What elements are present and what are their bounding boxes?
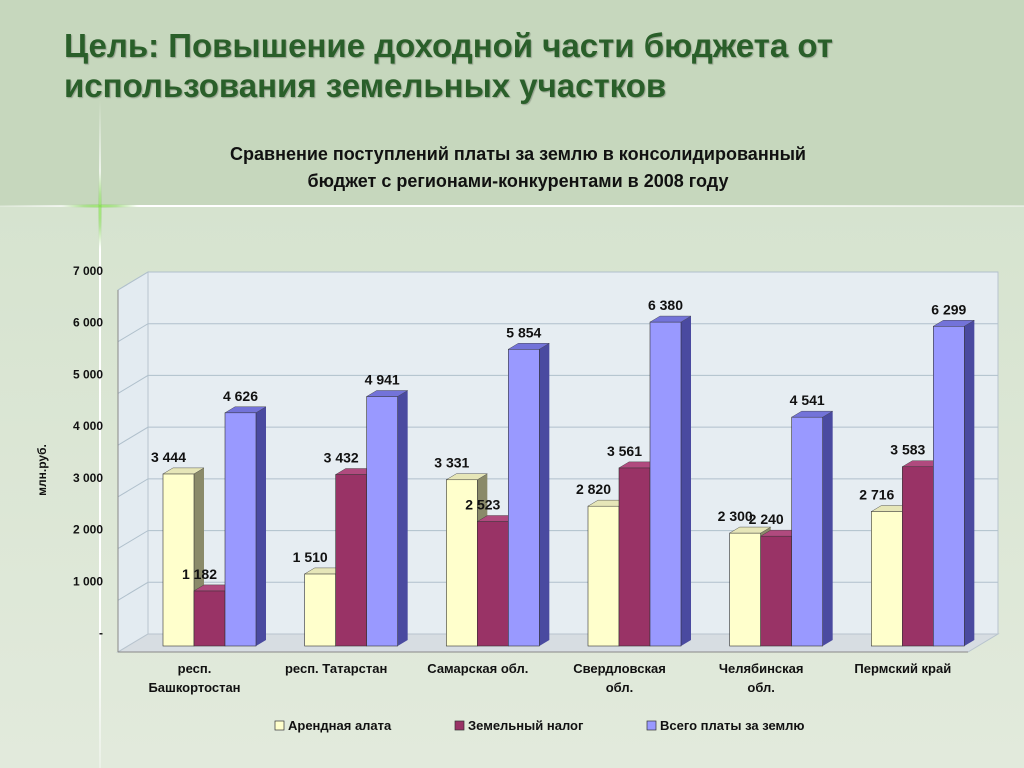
bar-top [932,320,976,327]
bar [162,473,195,647]
bar [649,321,682,647]
chart-title-line: Сравнение поступлений платы за землю в к… [230,144,806,164]
bar-top [365,390,409,397]
chart-side-wall [117,271,149,653]
y-tick-label: 5 000 [73,367,103,381]
bar-top [445,473,489,480]
gridline [117,271,998,291]
bar [933,325,965,647]
data-label: 2 820 [576,481,611,497]
decorative-spark-vertical [98,170,102,250]
data-label: 2 716 [859,487,894,503]
decorative-horizontal-line [0,205,1024,207]
legend-swatch [274,720,285,731]
bar-side [397,390,408,646]
data-label: 3 444 [151,449,186,465]
y-tick-label: 4 000 [73,419,103,433]
legend-swatch [454,720,465,731]
bar [508,348,540,647]
chart-title-line: бюджет с регионами-конкурентами в 2008 г… [308,171,729,191]
legend-label: Арендная алата [288,718,392,733]
data-label: 6 299 [931,301,966,317]
bar-top [649,315,692,323]
y-tick-label: 3 000 [73,471,103,485]
chart-back-wall [147,271,999,635]
data-label: 2 240 [749,511,784,527]
gridline [117,426,998,446]
gridline [117,581,998,601]
bar [729,532,761,647]
bar [335,474,367,647]
bar [618,467,651,647]
category-label: Башкортостан [148,680,240,695]
bar-top [728,526,772,534]
y-tick-label: 6 000 [73,316,103,330]
slide-title: Цель: Повышение доходной части бюджета о… [64,27,833,104]
data-label: 2 523 [465,497,500,513]
gridline [117,374,998,394]
bar [224,412,257,647]
bar [587,505,620,647]
y-tick-label: 1 000 [73,574,103,588]
bar [477,521,509,647]
category-label: Челябинская [719,661,804,676]
data-label: 4 541 [790,392,825,408]
category-label: Свердловская [573,661,666,676]
category-label: Самарская обл. [427,661,528,676]
bar [871,511,903,647]
category-label: Пермский край [854,661,951,676]
y-tick-label: 2 000 [73,523,103,537]
category-label: обл. [606,680,634,695]
data-label: 6 380 [648,297,683,313]
legend-label: Земельный налог [468,718,584,733]
gridline [117,323,998,343]
data-label: 2 300 [718,508,753,524]
category-label: обл. [747,680,775,695]
decorative-vertical-line [99,100,101,768]
gridline [117,530,998,550]
data-label: 5 854 [506,324,541,340]
data-label: 1 510 [293,549,328,565]
bar-side [964,320,975,646]
bar-side [539,343,550,646]
bar-side [822,411,833,646]
data-label: 3 561 [607,443,642,459]
title-band [0,0,1024,206]
gridline [117,478,998,498]
bar-top [224,406,267,413]
bar [304,573,336,647]
y-axis-label: млн.руб. [35,444,49,496]
data-label: 3 432 [324,450,359,466]
bar-side [681,316,691,646]
category-label: респ. [178,661,212,676]
category-label: респ. Татарстан [285,661,387,676]
y-tick-label: - [99,626,103,640]
bar-top [162,467,205,475]
y-tick-label: 7 000 [73,264,103,278]
bar [902,466,934,647]
bar [760,535,792,647]
legend-swatch [646,720,657,731]
data-label: 1 182 [182,566,217,582]
bar [791,416,823,647]
data-label: 3 583 [890,442,925,458]
data-label: 3 331 [434,455,469,471]
bar [366,396,398,647]
data-label: 4 941 [365,371,400,387]
bar-top [507,343,551,350]
legend-label: Всего платы за землю [660,718,805,733]
bar-top [790,410,834,418]
data-label: 4 626 [223,388,258,404]
bar [193,590,226,647]
bar-side [256,406,266,646]
